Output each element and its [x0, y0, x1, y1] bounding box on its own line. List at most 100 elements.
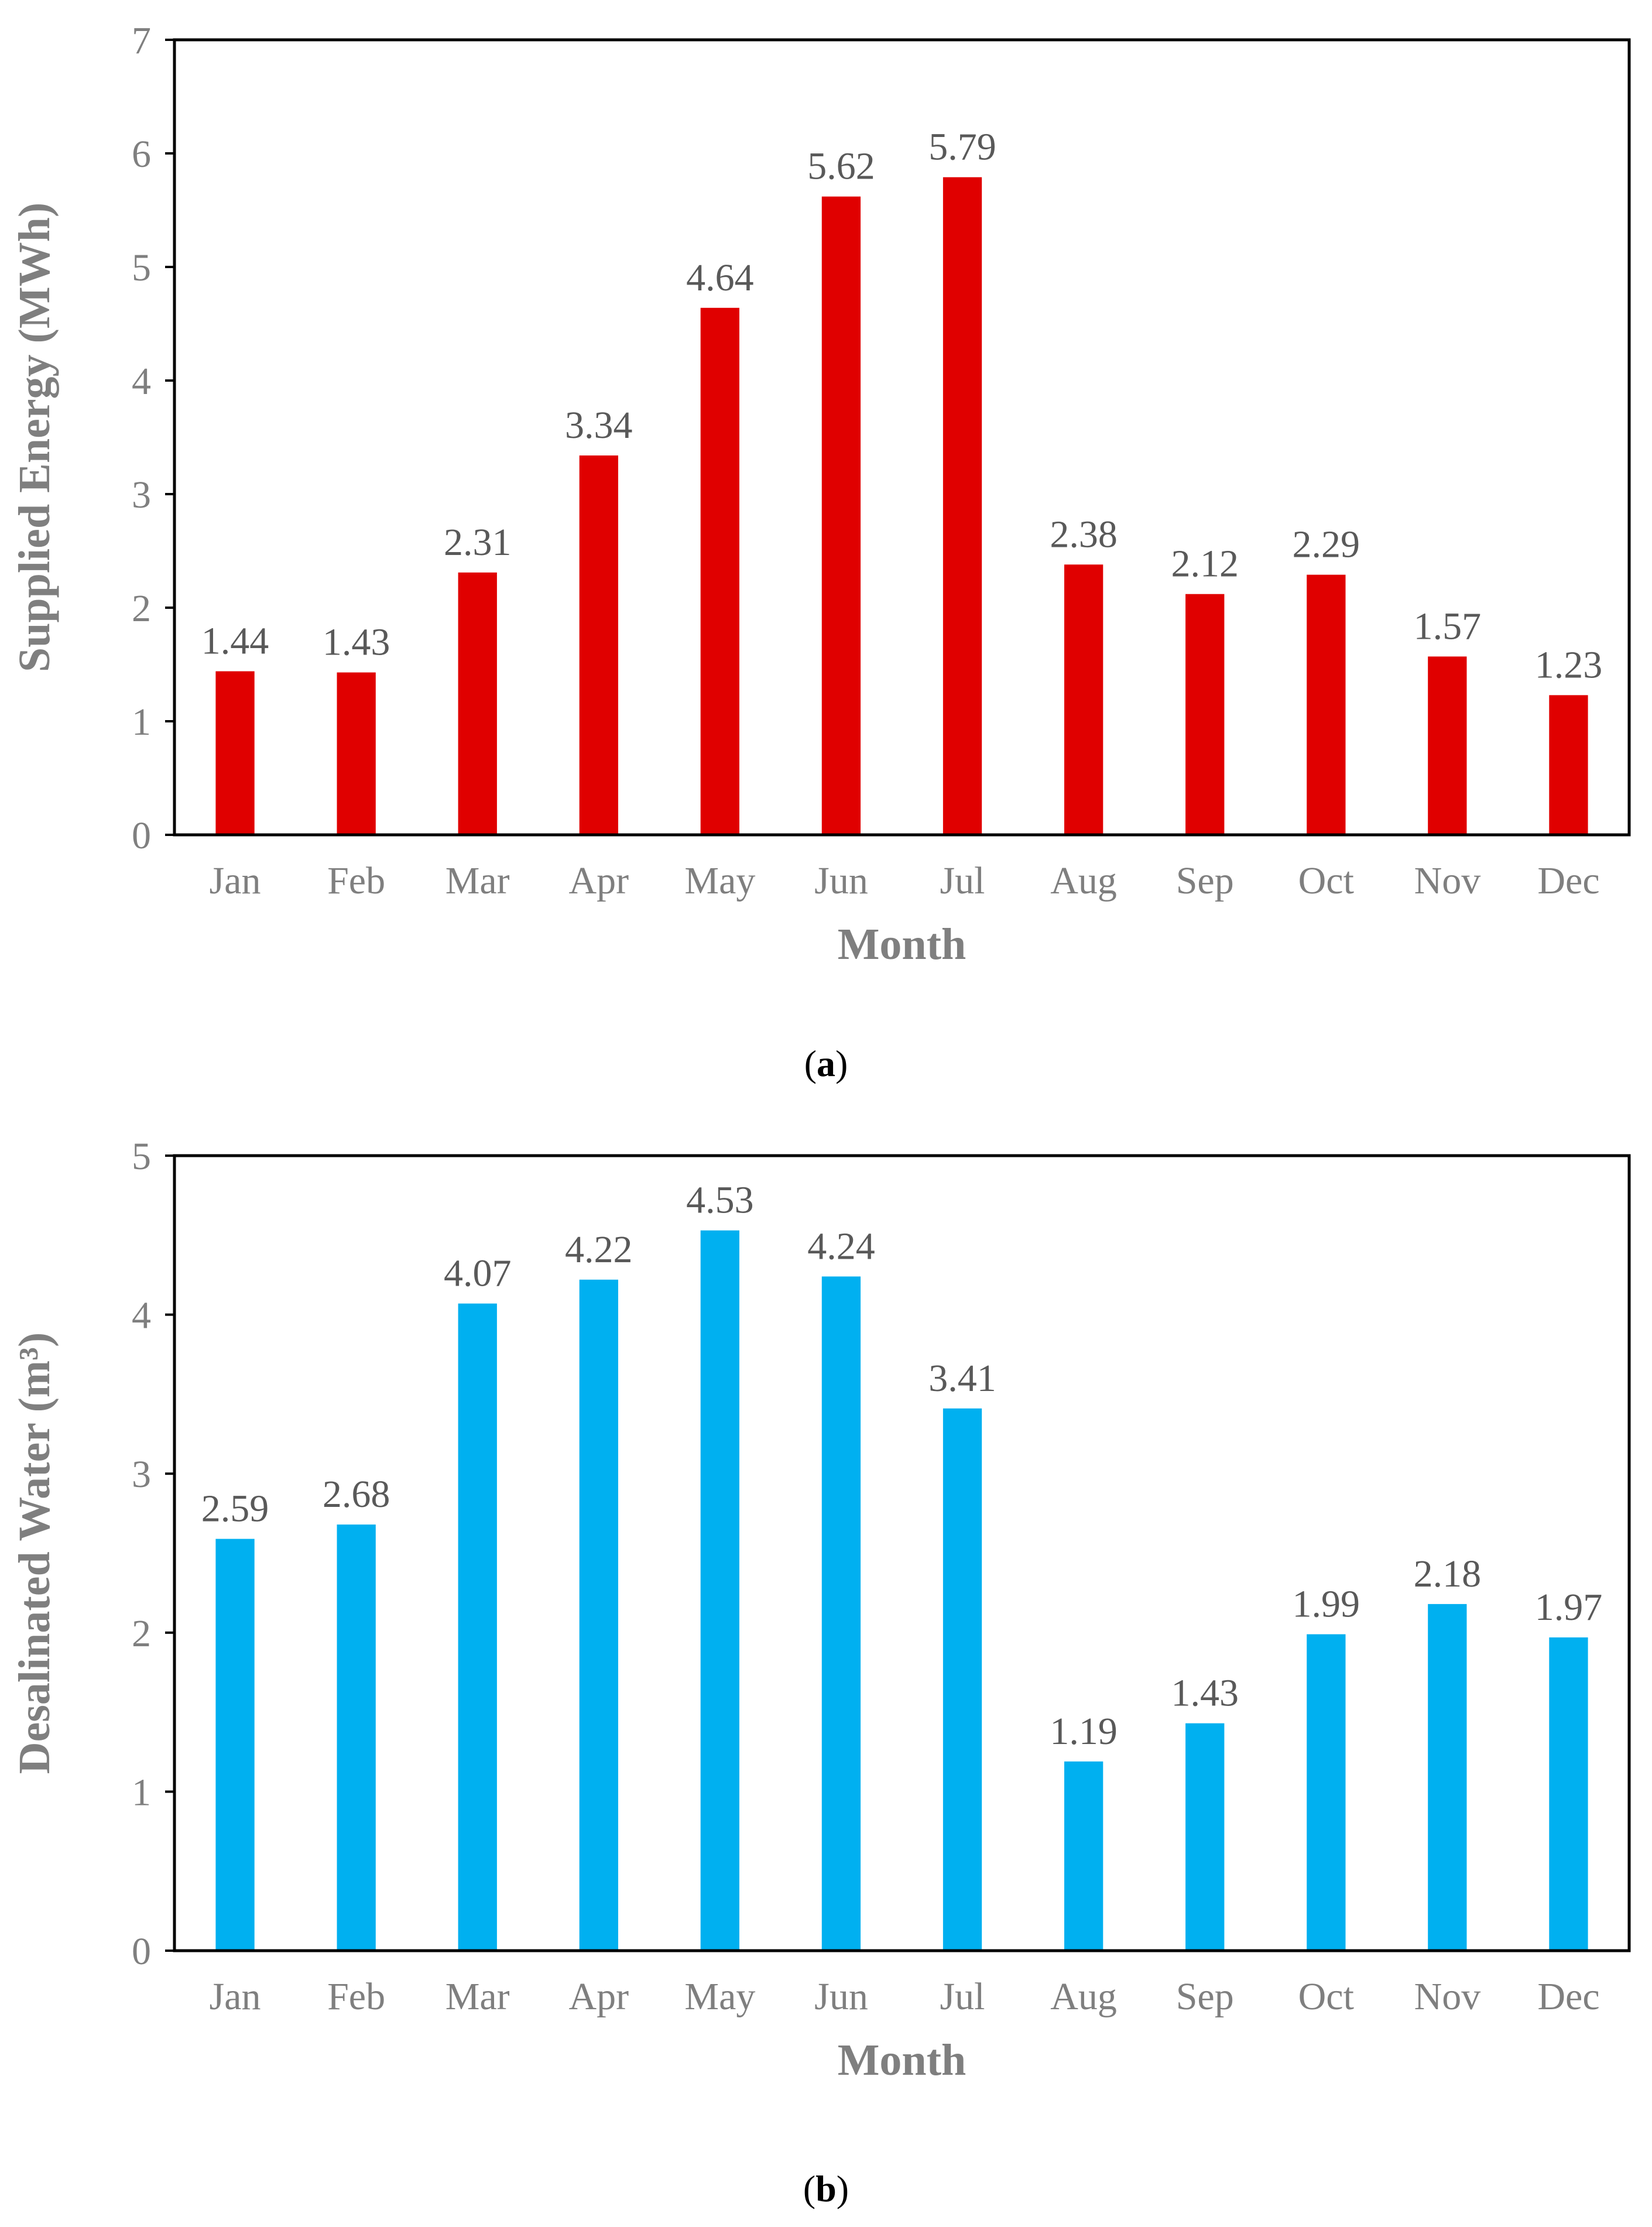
data-label-sep: 2.12	[1171, 543, 1239, 585]
x-tick-label-feb: Feb	[327, 1975, 385, 2018]
y-tick-label: 4	[132, 360, 151, 403]
bar-jul	[942, 1408, 982, 1951]
x-axis-title: Month	[838, 920, 966, 969]
data-label-aug: 2.38	[1050, 513, 1118, 556]
y-tick-label: 5	[132, 1135, 151, 1178]
y-tick-label: 2	[132, 587, 151, 630]
x-tick-label-aug: Aug	[1050, 859, 1117, 902]
plot-frame	[173, 38, 1631, 837]
data-label-sep: 1.43	[1171, 1672, 1239, 1715]
data-label-mar: 4.07	[444, 1252, 512, 1295]
data-label-may: 4.64	[686, 256, 754, 299]
bar-dec	[1549, 1637, 1588, 1951]
panel-label: (b)	[803, 2168, 849, 2209]
data-label-apr: 3.34	[565, 404, 633, 447]
chart-marks: 2.59 2.68 4.07 4.22 4.53 4.24 3.41 1.19 1.43 1.99…	[132, 1135, 1631, 2018]
x-tick-label-sep: Sep	[1176, 859, 1234, 902]
bar-jun	[821, 196, 861, 835]
data-label-jan: 1.44	[201, 620, 269, 663]
x-tick-label-nov: Nov	[1414, 859, 1481, 902]
data-label-jan: 2.59	[201, 1488, 269, 1530]
data-label-aug: 1.19	[1050, 1710, 1118, 1753]
data-label-dec: 1.23	[1535, 643, 1603, 686]
supplied-energy-chart: 1.44 1.43 2.31 3.34 4.64 5.62 5.79 2.38 2.12 2.29…	[10, 19, 1631, 1084]
bar-feb	[337, 1524, 376, 1951]
bar-sep	[1185, 1723, 1225, 1951]
data-label-jul: 3.41	[928, 1357, 996, 1400]
x-tick-label-oct: Oct	[1298, 1975, 1354, 2018]
x-tick-label-dec: Dec	[1537, 1975, 1599, 2018]
bar-jun	[821, 1276, 861, 1951]
y-tick-label: 0	[132, 1930, 151, 1973]
bar-aug	[1064, 564, 1103, 835]
x-tick-label-oct: Oct	[1298, 859, 1354, 902]
bar-jul	[942, 177, 982, 835]
plot-frame	[173, 1154, 1631, 1952]
data-label-nov: 2.18	[1414, 1553, 1482, 1595]
x-tick-label-feb: Feb	[327, 859, 385, 902]
panel-letter: b	[815, 2168, 837, 2209]
x-tick-label-jan: Jan	[210, 1975, 261, 2018]
y-tick-label: 7	[132, 19, 151, 62]
data-label-may: 4.53	[686, 1179, 754, 1222]
chart-marks: 1.44 1.43 2.31 3.34 4.64 5.62 5.79 2.38 2.12 2.29…	[132, 19, 1631, 902]
panel-letter: a	[817, 1043, 835, 1084]
x-tick-label-may: May	[684, 859, 755, 902]
bar-nov	[1428, 656, 1467, 835]
bar-may	[700, 307, 739, 835]
figure-panel-a: 1.44 1.43 2.31 3.34 4.64 5.62 5.79 2.38 2.12 2.29…	[0, 0, 1652, 1112]
data-label-feb: 1.43	[323, 621, 390, 664]
data-label-oct: 1.99	[1293, 1583, 1360, 1626]
x-tick-label-apr: Apr	[568, 859, 629, 902]
x-tick-label-aug: Aug	[1050, 1975, 1117, 2018]
desalinated-water-chart: 2.59 2.68 4.07 4.22 4.53 4.24 3.41 1.19 1.43 1.99…	[10, 1135, 1631, 2209]
bar-sep	[1185, 594, 1225, 835]
bar-may	[700, 1230, 739, 1951]
x-tick-label-nov: Nov	[1414, 1975, 1481, 2018]
y-tick-label: 6	[132, 133, 151, 176]
x-tick-label-may: May	[684, 1975, 755, 2018]
x-tick-label-dec: Dec	[1537, 859, 1599, 902]
bar-dec	[1549, 695, 1588, 835]
data-label-nov: 1.57	[1414, 605, 1482, 647]
x-tick-label-jul: Jul	[940, 1975, 985, 2018]
x-tick-label-apr: Apr	[568, 1975, 629, 2018]
y-tick-label: 0	[132, 814, 151, 857]
figure-panel-b: 2.59 2.68 4.07 4.22 4.53 4.24 3.41 1.19 1.43 1.99…	[0, 1112, 1652, 2227]
y-tick-label: 1	[132, 1771, 151, 1814]
x-tick-label-sep: Sep	[1176, 1975, 1234, 2018]
y-tick-label: 2	[132, 1612, 151, 1655]
data-label-dec: 1.97	[1535, 1586, 1603, 1629]
bar-aug	[1064, 1761, 1103, 1951]
x-tick-label-mar: Mar	[445, 859, 510, 902]
bar-apr	[579, 1279, 618, 1951]
data-label-mar: 2.31	[444, 521, 512, 564]
data-label-feb: 2.68	[323, 1473, 390, 1516]
y-tick-label: 1	[132, 701, 151, 744]
x-tick-label-mar: Mar	[445, 1975, 510, 2018]
bar-jan	[215, 671, 255, 835]
x-tick-label-jun: Jun	[814, 859, 868, 902]
x-axis-title: Month	[838, 2036, 966, 2085]
y-tick-label: 4	[132, 1294, 151, 1337]
data-label-oct: 2.29	[1293, 523, 1360, 566]
data-label-jun: 4.24	[807, 1225, 875, 1267]
y-tick-label: 3	[132, 1453, 151, 1496]
x-tick-label-jun: Jun	[814, 1975, 868, 2018]
y-axis-title: Supplied Energy (MWh)	[10, 203, 59, 672]
y-axis-title: Desalinated Water (m³)	[10, 1332, 59, 1774]
bar-mar	[458, 572, 497, 835]
x-tick-label-jan: Jan	[210, 859, 261, 902]
bar-nov	[1428, 1604, 1467, 1951]
y-tick-label: 5	[132, 246, 151, 289]
x-tick-label-jul: Jul	[940, 859, 985, 902]
panel-label: (a)	[804, 1043, 848, 1084]
y-tick-label: 3	[132, 474, 151, 516]
bar-jan	[215, 1539, 255, 1951]
data-label-jun: 5.62	[807, 145, 875, 188]
bar-oct	[1307, 1634, 1346, 1951]
bar-feb	[337, 672, 376, 835]
bar-mar	[458, 1303, 497, 1951]
bar-apr	[579, 455, 618, 835]
data-label-jul: 5.79	[928, 126, 996, 169]
